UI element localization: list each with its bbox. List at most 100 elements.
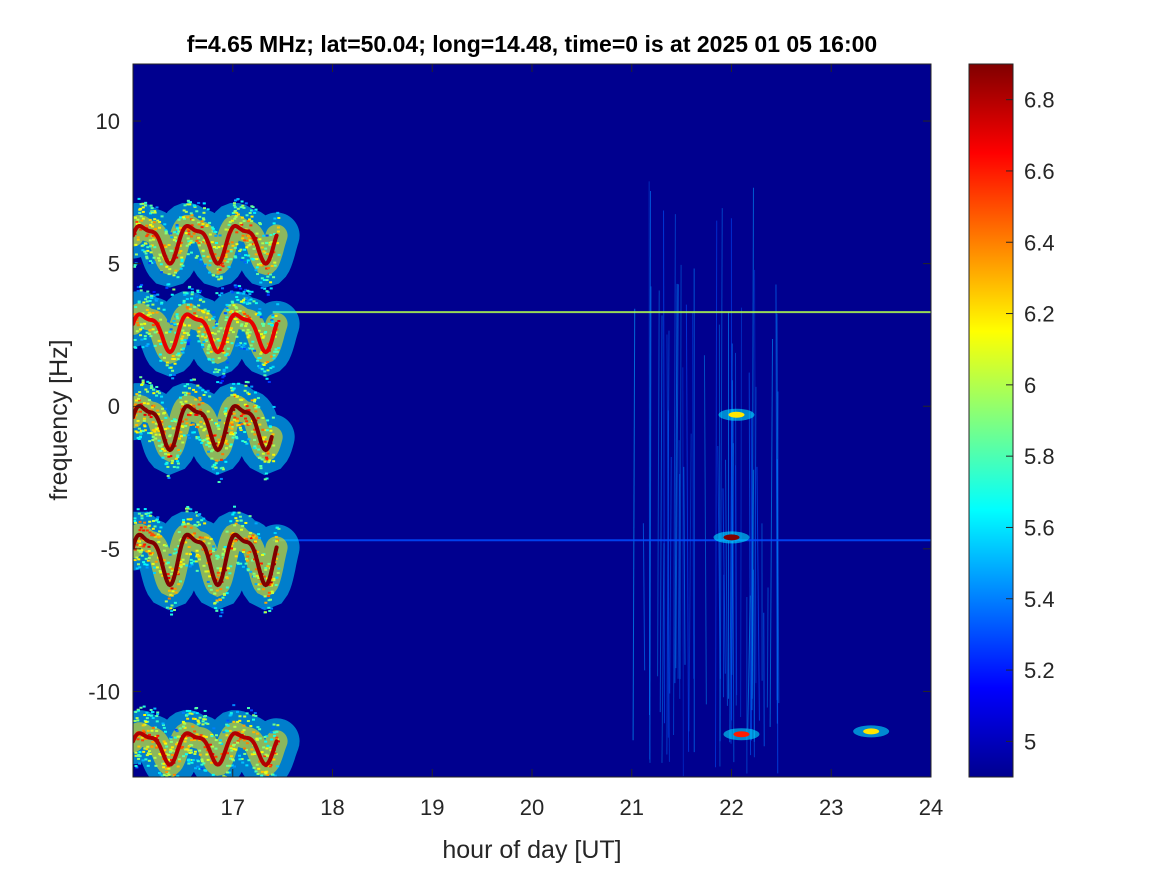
trace-speckle bbox=[150, 406, 154, 409]
trace-speckle bbox=[155, 566, 159, 569]
trace-speckle bbox=[257, 767, 261, 770]
streak-mark bbox=[766, 587, 769, 708]
trace-speckle bbox=[156, 713, 160, 716]
trace-speckle bbox=[238, 758, 242, 761]
trace-speckle bbox=[239, 222, 243, 225]
trace-speckle bbox=[191, 218, 195, 221]
trace-speckle bbox=[198, 396, 202, 399]
trace-speckle bbox=[147, 399, 151, 402]
trace-speckle bbox=[261, 452, 265, 455]
trace-speckle bbox=[239, 342, 243, 345]
trace-speckle bbox=[177, 567, 181, 570]
trace-speckle bbox=[261, 438, 265, 441]
trace-speckle bbox=[231, 513, 235, 516]
trace-speckle bbox=[190, 533, 194, 536]
trace-speckle bbox=[170, 794, 173, 796]
trace-speckle bbox=[242, 292, 246, 295]
trace-speckle bbox=[219, 615, 223, 618]
trace-speckle bbox=[263, 332, 267, 335]
trace-speckle bbox=[146, 313, 150, 316]
trace-speckle bbox=[230, 764, 234, 767]
trace-speckle bbox=[212, 326, 216, 329]
trace-speckle bbox=[263, 478, 267, 481]
trace-speckle bbox=[264, 247, 268, 250]
trace-speckle bbox=[158, 569, 162, 572]
trace-speckle bbox=[222, 791, 225, 793]
trace-speckle bbox=[274, 348, 278, 351]
trace-speckle bbox=[133, 265, 137, 268]
trace-speckle bbox=[170, 236, 174, 239]
trace-speckle bbox=[157, 540, 161, 543]
trace-speckle bbox=[235, 741, 239, 744]
trace-speckle bbox=[227, 304, 231, 307]
trace-speckle bbox=[198, 289, 202, 292]
trace-speckle bbox=[172, 274, 176, 277]
trace-speckle bbox=[245, 764, 249, 767]
trace-speckle bbox=[138, 755, 142, 758]
trace-speckle bbox=[178, 580, 182, 583]
trace-speckle bbox=[175, 239, 179, 242]
trace-speckle bbox=[253, 712, 257, 715]
trace-speckle bbox=[234, 215, 238, 218]
trace-speckle bbox=[202, 540, 206, 543]
trace-speckle bbox=[221, 376, 225, 379]
trace-speckle bbox=[216, 271, 220, 274]
trace-speckle bbox=[244, 288, 248, 291]
trace-speckle bbox=[258, 262, 262, 265]
trace-speckle bbox=[174, 457, 178, 460]
streak-mark bbox=[679, 264, 682, 680]
trace-speckle bbox=[229, 329, 233, 332]
trace-speckle bbox=[159, 263, 163, 266]
trace-speckle bbox=[173, 323, 177, 326]
trace-speckle bbox=[242, 347, 246, 350]
trace-speckle bbox=[256, 417, 260, 420]
trace-speckle bbox=[197, 340, 201, 343]
trace-speckle bbox=[142, 402, 146, 405]
trace-speckle bbox=[239, 429, 243, 432]
trace-speckle bbox=[188, 436, 192, 439]
trace-speckle bbox=[155, 390, 159, 393]
trace-speckle bbox=[265, 443, 269, 446]
trace-speckle bbox=[276, 765, 280, 768]
trace-speckle bbox=[191, 423, 195, 426]
trace-speckle bbox=[211, 785, 214, 787]
trace-speckle bbox=[245, 348, 249, 351]
trace-speckle bbox=[176, 454, 180, 457]
trace-speckle bbox=[242, 549, 246, 552]
trace-speckle bbox=[138, 436, 142, 439]
trace-speckle bbox=[170, 610, 174, 613]
trace-speckle bbox=[259, 465, 263, 468]
trace-speckle bbox=[222, 374, 226, 377]
trace-speckle bbox=[151, 234, 155, 237]
trace-speckle bbox=[250, 753, 254, 756]
trace-speckle bbox=[155, 311, 159, 314]
trace-speckle bbox=[151, 311, 155, 314]
trace-speckle bbox=[242, 724, 246, 727]
trace-speckle bbox=[194, 398, 198, 401]
trace-speckle bbox=[215, 459, 219, 462]
trace-speckle bbox=[178, 244, 182, 247]
trace-speckle bbox=[167, 476, 171, 479]
trace-speckle bbox=[253, 391, 257, 394]
trace-speckle bbox=[139, 537, 143, 540]
trace-speckle bbox=[220, 611, 224, 614]
trace-speckle bbox=[146, 390, 150, 393]
trace-speckle bbox=[135, 410, 139, 413]
trace-speckle bbox=[135, 318, 139, 321]
trace-speckle bbox=[184, 753, 188, 756]
trace-speckle bbox=[242, 311, 246, 314]
trace-speckle bbox=[218, 294, 222, 297]
trace-speckle bbox=[139, 207, 143, 210]
trace-speckle bbox=[233, 395, 237, 398]
trace-speckle bbox=[170, 569, 174, 572]
trace-core bbox=[133, 224, 279, 266]
trace-speckle bbox=[252, 536, 256, 539]
trace-speckle bbox=[164, 452, 168, 455]
trace-speckle bbox=[157, 413, 161, 416]
trace-speckle bbox=[142, 545, 146, 548]
trace-speckle bbox=[273, 774, 277, 777]
trace-speckle bbox=[248, 331, 252, 334]
trace-speckle bbox=[149, 260, 153, 263]
trace-speckle bbox=[245, 420, 249, 423]
trace-speckle bbox=[208, 318, 212, 321]
